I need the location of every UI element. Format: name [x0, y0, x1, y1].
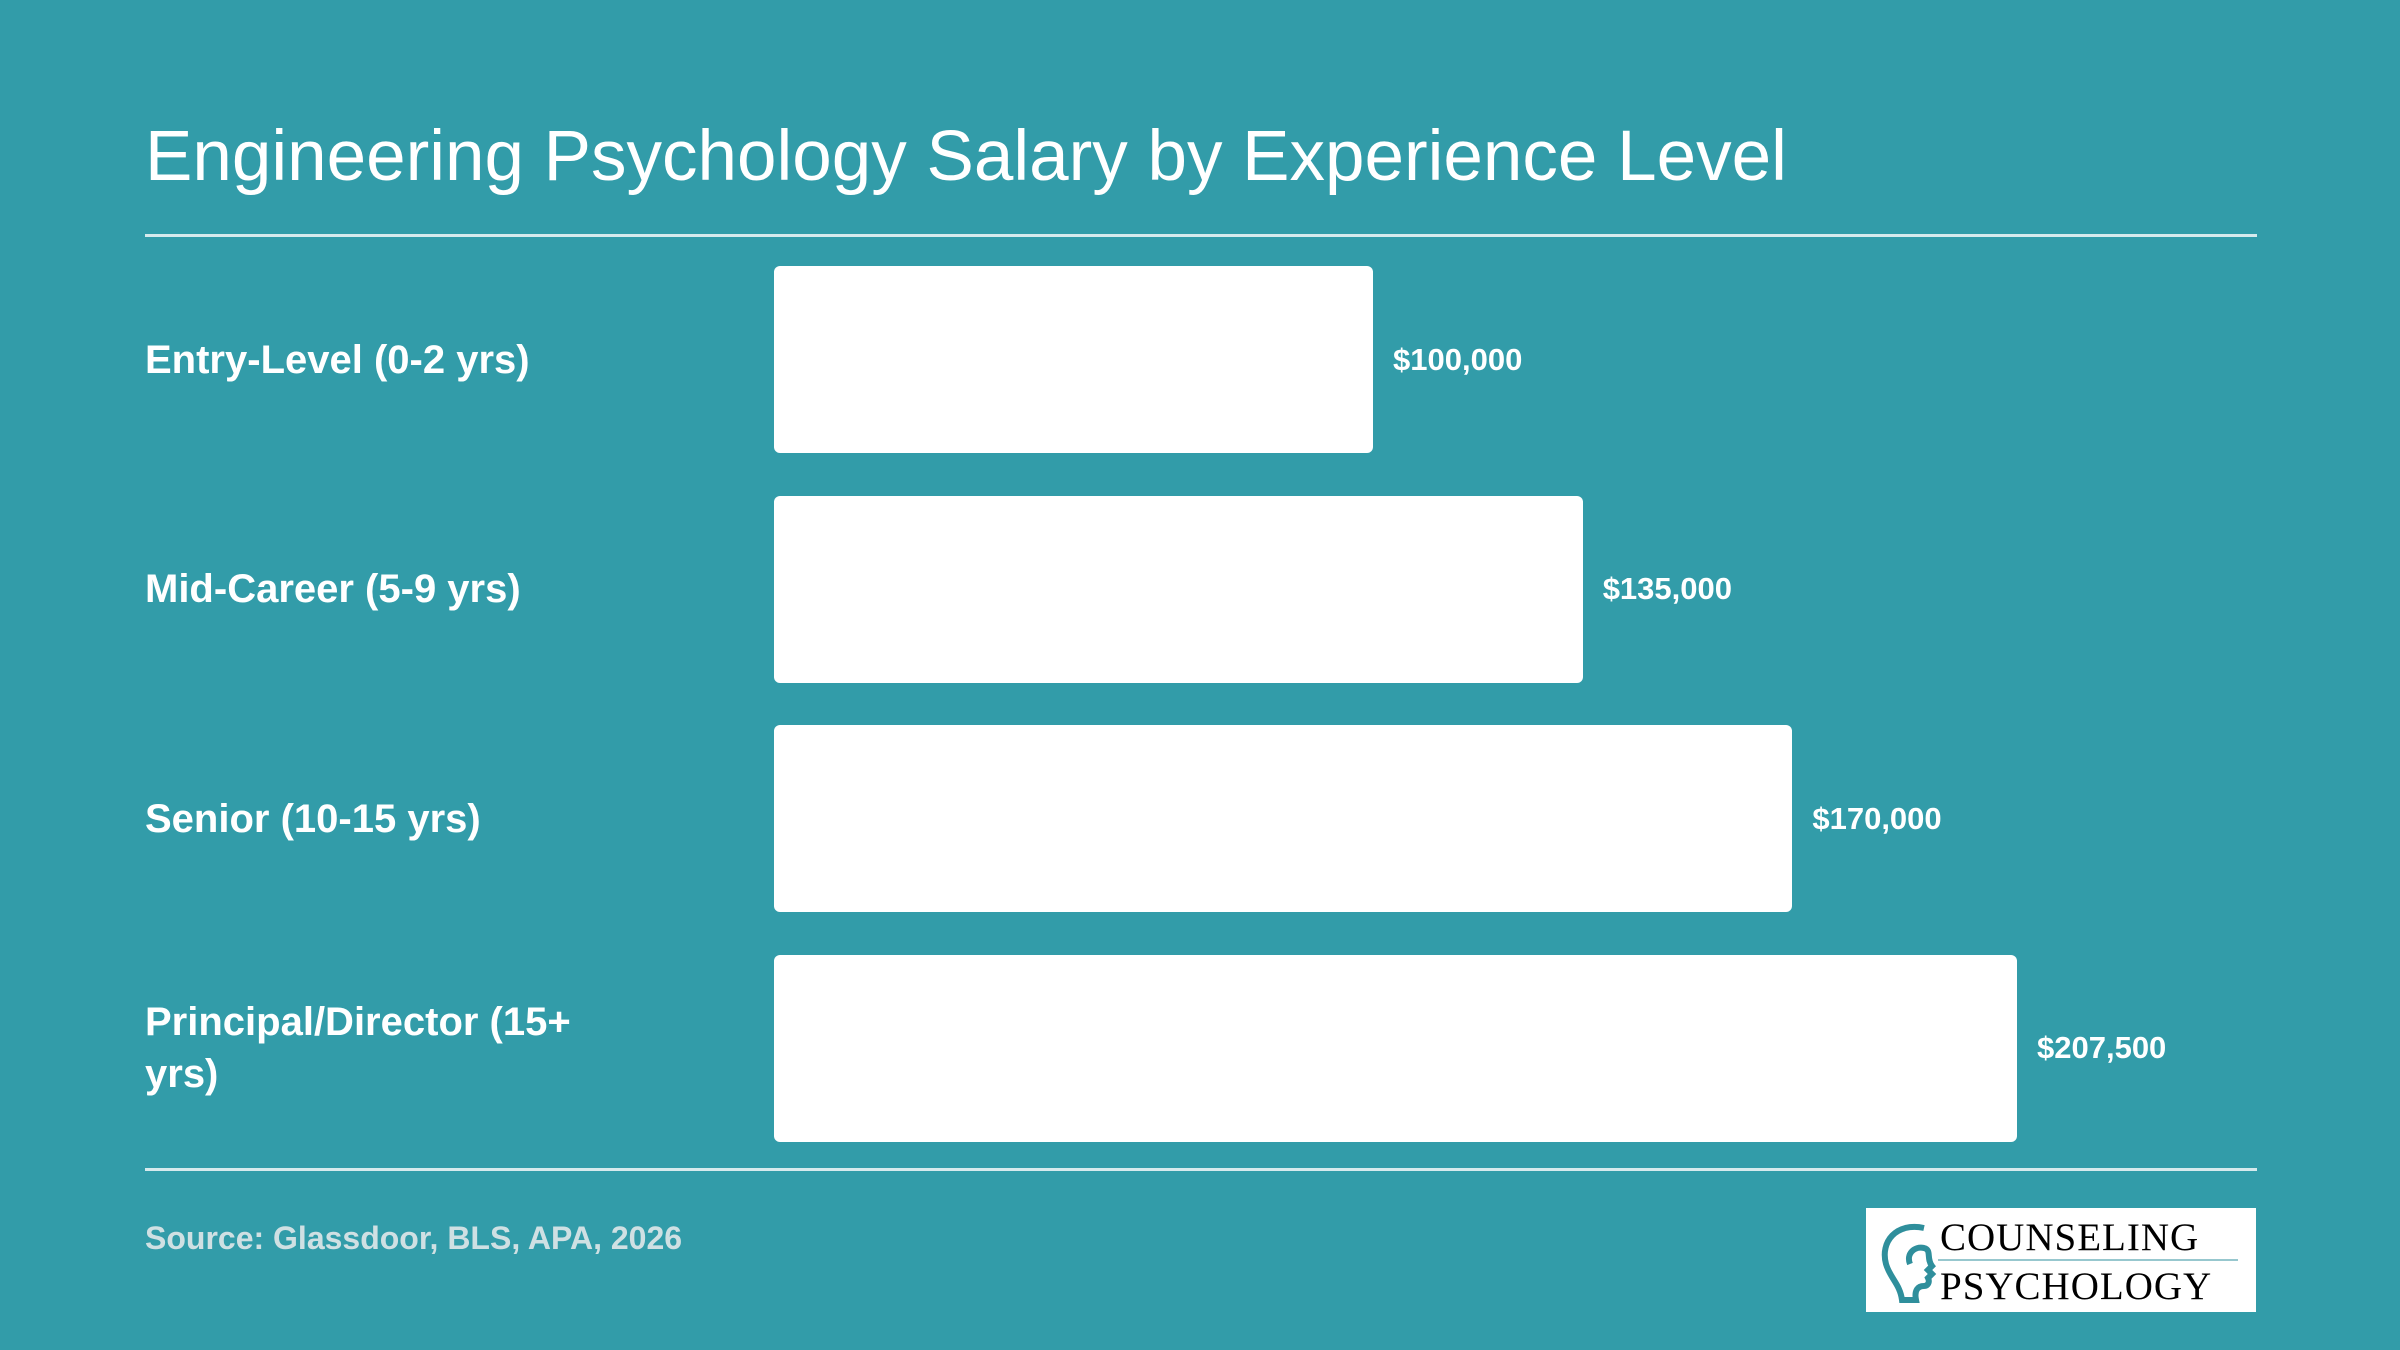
logo-icon [1881, 1223, 1937, 1303]
bar [774, 725, 1793, 913]
category-label: Senior (10-15 yrs) [145, 796, 481, 841]
bar [774, 266, 1374, 453]
divider [145, 1168, 2257, 1171]
divider [145, 234, 2257, 237]
logo-text: PSYCHOLOGY [1940, 1265, 2212, 1308]
logo-text: COUNSELING [1940, 1216, 2199, 1259]
bar [774, 954, 2017, 1142]
category-label: Mid-Career (5-9 yrs) [145, 567, 521, 612]
bar [774, 495, 1583, 683]
chart-title: Engineering Psychology Salary by Experie… [145, 117, 1787, 196]
category-label: Entry-Level (0-2 yrs) [145, 337, 530, 382]
data-label: $207,500 [2037, 1030, 2167, 1066]
logo-graphic: COUNSELING PSYCHOLOGY [1881, 1216, 2238, 1308]
data-label: $100,000 [1393, 341, 1523, 377]
logo: COUNSELING PSYCHOLOGY [1866, 1208, 2256, 1312]
source-note: Source: Glassdoor, BLS, APA, 2026 [145, 1220, 683, 1256]
data-label: $170,000 [1812, 800, 1942, 836]
data-label: $135,000 [1602, 571, 1732, 607]
category-label: Principal/Director (15+ yrs) [145, 1000, 571, 1097]
